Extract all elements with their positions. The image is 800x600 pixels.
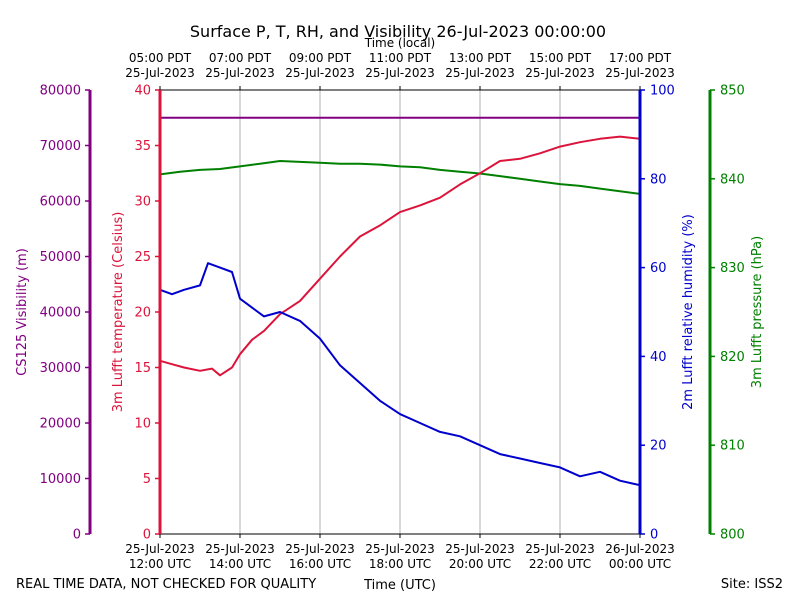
temperature-axis-label: 3m Lufft temperature (Celsius)	[111, 212, 126, 413]
visibility-tick-label: 40000	[40, 306, 81, 321]
footer-right: Site: ISS2	[721, 577, 783, 592]
x-tick-date: 25-Jul-2023	[285, 542, 355, 556]
top-tick-date: 25-Jul-2023	[205, 66, 275, 80]
humidity-tick-label: 20	[650, 439, 667, 454]
pressure-tick-label: 840	[720, 172, 745, 187]
x-tick-date: 26-Jul-2023	[605, 542, 675, 556]
pressure-tick-label: 830	[720, 261, 745, 276]
footer-left: REAL TIME DATA, NOT CHECKED FOR QUALITY	[16, 577, 316, 592]
visibility-tick-label: 50000	[40, 250, 81, 265]
top-tick-time: 11:00 PDT	[369, 51, 432, 65]
x-tick-time: 00:00 UTC	[609, 557, 671, 571]
series-line-temperature	[159, 135, 641, 377]
visibility-tick-label: 10000	[40, 472, 81, 487]
x-tick-time: 18:00 UTC	[369, 557, 431, 571]
top-tick-date: 25-Jul-2023	[525, 66, 595, 80]
temperature-tick-label: 35	[134, 139, 151, 154]
visibility-tick-label: 30000	[40, 361, 81, 376]
x-tick-time: 22:00 UTC	[529, 557, 591, 571]
temperature-tick-label: 15	[134, 361, 151, 376]
pressure-tick-label: 820	[720, 350, 745, 365]
top-tick-date: 25-Jul-2023	[365, 66, 435, 80]
pressure-axis-label: 3m Lufft pressure (hPa)	[750, 236, 765, 388]
top-tick-date: 25-Jul-2023	[605, 66, 675, 80]
top-tick-date: 25-Jul-2023	[125, 66, 195, 80]
series-line-humidity	[159, 262, 641, 487]
x-tick-date: 25-Jul-2023	[205, 542, 275, 556]
top-tick-time: 17:00 PDT	[609, 51, 672, 65]
top-tick-time: 15:00 PDT	[529, 51, 592, 65]
top-axis-label: Time (local)	[364, 36, 436, 50]
series-line-pressure	[159, 160, 641, 195]
top-tick-date: 25-Jul-2023	[285, 66, 355, 80]
x-tick-date: 25-Jul-2023	[125, 542, 195, 556]
temperature-tick-label: 0	[143, 528, 151, 543]
x-tick-date: 25-Jul-2023	[365, 542, 435, 556]
temperature-tick-label: 25	[134, 250, 151, 265]
humidity-axis-label: 2m Lufft relative humidity (%)	[681, 214, 696, 410]
top-tick-time: 07:00 PDT	[209, 51, 272, 65]
pressure-tick-label: 800	[720, 528, 745, 543]
visibility-tick-label: 60000	[40, 195, 81, 210]
x-tick-time: 20:00 UTC	[449, 557, 511, 571]
visibility-axis-label: CS125 Visibility (m)	[15, 248, 30, 376]
chart-title: Surface P, T, RH, and Visibility 26-Jul-…	[190, 22, 606, 41]
temperature-tick-label: 10	[134, 417, 151, 432]
humidity-tick-label: 80	[650, 172, 667, 187]
temperature-tick-label: 30	[134, 195, 151, 210]
visibility-tick-label: 70000	[40, 139, 81, 154]
series-group	[159, 116, 641, 487]
temperature-tick-label: 20	[134, 306, 151, 321]
pressure-tick-label: 850	[720, 84, 745, 99]
x-axis-label: Time (UTC)	[363, 578, 436, 593]
pressure-tick-label: 810	[720, 439, 745, 454]
top-tick-time: 09:00 PDT	[289, 51, 352, 65]
visibility-tick-label: 80000	[40, 84, 81, 99]
humidity-tick-label: 40	[650, 350, 667, 365]
humidity-tick-label: 60	[650, 261, 667, 276]
top-tick-time: 05:00 PDT	[129, 51, 192, 65]
humidity-tick-label: 0	[650, 528, 658, 543]
gridlines	[239, 90, 561, 534]
temperature-tick-label: 5	[143, 472, 151, 487]
x-tick-time: 12:00 UTC	[129, 557, 191, 571]
visibility-tick-label: 20000	[40, 417, 81, 432]
humidity-tick-label: 100	[650, 84, 675, 99]
x-tick-time: 14:00 UTC	[209, 557, 271, 571]
top-tick-date: 25-Jul-2023	[445, 66, 515, 80]
temperature-tick-label: 40	[134, 84, 151, 99]
x-tick-date: 25-Jul-2023	[445, 542, 515, 556]
visibility-tick-label: 0	[73, 528, 81, 543]
x-tick-date: 25-Jul-2023	[525, 542, 595, 556]
x-tick-time: 16:00 UTC	[289, 557, 351, 571]
top-tick-time: 13:00 PDT	[449, 51, 512, 65]
